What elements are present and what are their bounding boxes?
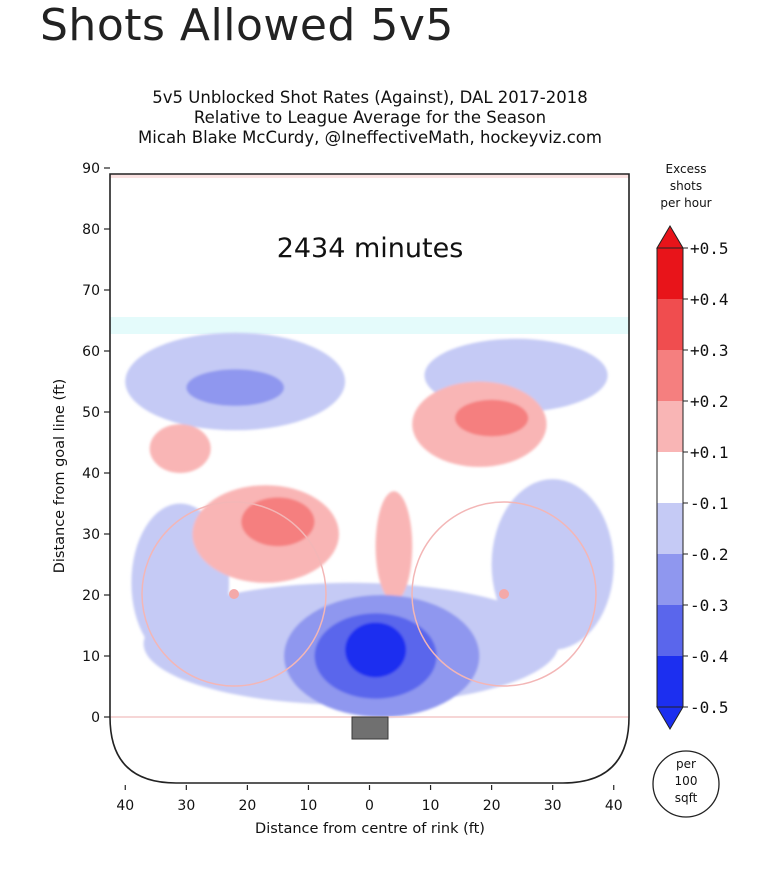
x-tick-label: 40 [605, 798, 623, 814]
faceoff-circle-left [141, 501, 327, 687]
x-tick-label: 10 [422, 798, 440, 814]
x-tick-label: 20 [483, 798, 501, 814]
x-tick-label: 0 [365, 798, 374, 814]
page-title: Shots Allowed 5v5 [40, 0, 454, 51]
colorbar-label: -0.3 [690, 596, 729, 615]
x-tick-label: 20 [238, 798, 256, 814]
y-tick-label: 20 [82, 588, 100, 604]
contour-region-2 [491, 479, 614, 650]
colorbar-label: -0.4 [690, 647, 729, 666]
colorbar-label: +0.1 [690, 443, 729, 462]
unit-line-2: 100 [675, 774, 698, 788]
y-tick-label: 30 [82, 527, 100, 543]
colorbar-segment [657, 401, 683, 452]
colorbar-label: -0.2 [690, 545, 729, 564]
contour-region-8 [375, 491, 413, 602]
rink-border [109, 173, 630, 784]
x-tick-label: 30 [544, 798, 562, 814]
colorbar-segment [657, 248, 683, 299]
colorbar-label: -0.5 [690, 698, 729, 717]
contour-region-6 [149, 424, 211, 473]
colorbar-label: +0.5 [690, 239, 729, 258]
colorbar-segment [657, 554, 683, 605]
minutes-annotation: 2434 minutes [277, 233, 464, 264]
x-tick-label: 40 [116, 798, 134, 814]
blue-line-band [110, 317, 629, 334]
chart-title-line-1: 5v5 Unblocked Shot Rates (Against), DAL … [152, 88, 588, 107]
contour-region-14 [345, 622, 407, 678]
y-tick-label: 50 [82, 405, 100, 421]
contour-region-10 [454, 399, 529, 437]
y-tick-label: 90 [82, 161, 100, 177]
colorbar-label: +0.2 [690, 392, 729, 411]
colorbar-segment [657, 656, 683, 707]
colorbar-title-line-1: Excess [666, 162, 707, 176]
colorbar-segment [657, 605, 683, 656]
y-tick-label: 40 [82, 466, 100, 482]
x-axis-label: Distance from centre of rink (ft) [255, 821, 485, 837]
unit-line-1: per [676, 757, 696, 771]
x-tick-label: 30 [177, 798, 195, 814]
y-axis: 0 10 20 30 40 50 60 70 80 90 [82, 161, 110, 726]
y-tick-label: 60 [82, 344, 100, 360]
y-tick-label: 80 [82, 222, 100, 238]
colorbar-title-line-3: per hour [660, 196, 711, 210]
colorbar-segment [657, 350, 683, 401]
colorbar-segment [657, 452, 683, 503]
colorbar-label: +0.4 [690, 290, 729, 309]
y-tick-label: 10 [82, 649, 100, 665]
colorbar-segment [657, 503, 683, 554]
faceoff-dot-right [499, 589, 509, 599]
faceoff-dot-left [229, 589, 239, 599]
heatmap-layers [110, 174, 629, 718]
colorbar: +0.5 +0.4 +0.3 +0.2 +0.1 -0.1 -0.2 -0.3 -0.4 -0.5 [656, 225, 729, 730]
contour-region-9 [241, 497, 315, 547]
colorbar-label: -0.1 [690, 494, 729, 513]
chart-title: 5v5 Unblocked Shot Rates (Against), DAL … [0, 88, 740, 148]
faceoff-circle-right [411, 501, 597, 687]
colorbar-label: +0.3 [690, 341, 729, 360]
goal-net [351, 716, 389, 740]
colorbar-extend-bottom [656, 706, 684, 730]
unit-badge [652, 750, 720, 818]
colorbar-segment [657, 299, 683, 350]
chart-title-line-2: Relative to League Average for the Seaso… [193, 108, 547, 127]
x-tick-label: 10 [300, 798, 318, 814]
colorbar-title-line-2: shots [670, 179, 702, 193]
colorbar-extend-top [656, 225, 684, 249]
chart-title-line-3: Micah Blake McCurdy, @IneffectiveMath, h… [138, 128, 602, 147]
contour-region-11 [186, 369, 285, 406]
y-axis-label: Distance from goal line (ft) [52, 379, 68, 574]
centre-line-band [110, 174, 629, 178]
y-tick-label: 70 [82, 283, 100, 299]
x-axis: 40 30 20 10 0 10 20 30 40 [116, 785, 623, 814]
unit-line-3: sqft [675, 791, 698, 805]
colorbar-frame [656, 247, 684, 708]
y-tick-label: 0 [91, 710, 100, 726]
